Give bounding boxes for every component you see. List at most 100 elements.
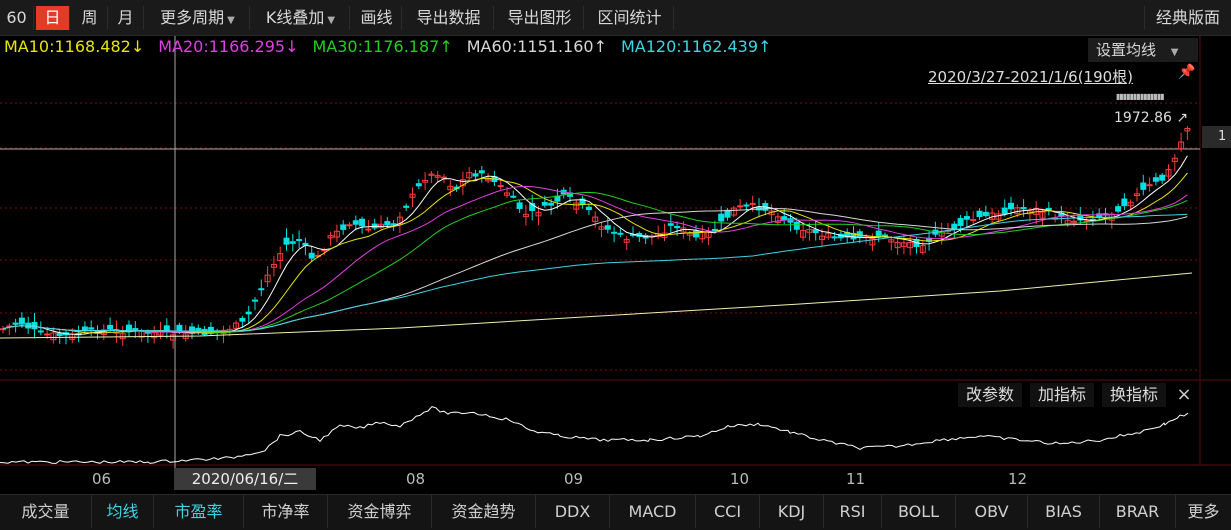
tab-more[interactable]: 更多 bbox=[1187, 502, 1220, 521]
tab-ddx[interactable]: DDX bbox=[536, 495, 610, 528]
candle-body bbox=[825, 232, 832, 238]
candle-body bbox=[1146, 184, 1153, 187]
candle-body bbox=[25, 322, 32, 329]
candle-body bbox=[390, 223, 397, 226]
tab-kdj[interactable]: KDJ bbox=[760, 495, 824, 528]
ma120-value: MA120:1162.439↑ bbox=[621, 37, 772, 56]
candle-body bbox=[1171, 157, 1178, 162]
add-indicator-button[interactable]: 加指标 bbox=[1030, 383, 1094, 407]
candle-body bbox=[340, 224, 347, 230]
candle-body bbox=[359, 218, 366, 227]
candle-body bbox=[573, 202, 580, 210]
classic-layout-button[interactable]: 经典版面 bbox=[1144, 6, 1231, 30]
ma-settings-dropdown[interactable]: 设置均线 ▼ bbox=[1088, 38, 1198, 62]
change-params-button[interactable]: 改参数 bbox=[958, 383, 1022, 407]
candle-body bbox=[957, 218, 964, 227]
candle-body bbox=[1178, 141, 1185, 150]
candle-body bbox=[737, 205, 744, 208]
export-data-button[interactable]: 导出数据 bbox=[404, 6, 494, 30]
pin-icon[interactable]: 📌 bbox=[1178, 64, 1196, 80]
candle-body bbox=[264, 274, 271, 283]
candle-body bbox=[1152, 177, 1159, 182]
tab-rsi[interactable]: RSI bbox=[824, 495, 882, 528]
candle-body bbox=[686, 232, 693, 236]
period-month-button[interactable]: 月 bbox=[108, 6, 144, 30]
range-stats-button[interactable]: 区间统计 bbox=[586, 6, 674, 30]
draw-line-button[interactable]: 画线 bbox=[352, 6, 402, 30]
candle-body bbox=[724, 209, 731, 218]
candle-body bbox=[963, 216, 970, 220]
close-icon[interactable]: × bbox=[1176, 384, 1192, 405]
candle-body bbox=[459, 179, 466, 187]
candle-body bbox=[37, 330, 44, 333]
candle-body bbox=[1134, 193, 1140, 197]
candle-body bbox=[982, 211, 989, 217]
candle-body bbox=[856, 231, 863, 237]
candle-body bbox=[403, 205, 410, 208]
candle-body bbox=[585, 206, 592, 211]
tab-obv[interactable]: OBV bbox=[956, 495, 1028, 528]
kline-overlay-label: K线叠加 bbox=[265, 8, 325, 27]
tab-capital-trend[interactable]: 资金趋势 bbox=[432, 495, 536, 528]
ma5-line bbox=[2, 155, 1188, 335]
month-label: 11 bbox=[846, 470, 866, 488]
candle-body bbox=[18, 317, 25, 325]
candle-body bbox=[132, 328, 139, 331]
tab-bias[interactable]: BIAS bbox=[1028, 495, 1100, 528]
export-chart-button[interactable]: 导出图形 bbox=[496, 6, 584, 30]
date-range-label[interactable]: 2020/3/27-2021/1/6(190根) bbox=[928, 68, 1134, 86]
candle-body bbox=[743, 204, 750, 207]
tab-moving-average[interactable]: 均线 bbox=[92, 495, 154, 528]
candle-body bbox=[31, 321, 38, 330]
candle-body bbox=[516, 202, 523, 210]
tab-pb-ratio[interactable]: 市净率 bbox=[244, 495, 328, 528]
tab-cci[interactable]: CCI bbox=[696, 495, 760, 528]
candle-body bbox=[1140, 182, 1147, 190]
kline-overlay-dropdown[interactable]: K线叠加 ▼ bbox=[252, 6, 350, 30]
indicator-line bbox=[0, 406, 1189, 464]
period-week-button[interactable]: 周 bbox=[72, 6, 108, 30]
tab-brar[interactable]: BRAR bbox=[1100, 495, 1176, 528]
switch-indicator-button[interactable]: 换指标 bbox=[1102, 383, 1166, 407]
tab-macd[interactable]: MACD bbox=[610, 495, 696, 528]
candle-body bbox=[617, 232, 624, 235]
chevron-down-icon: ▼ bbox=[227, 15, 235, 26]
candle-body bbox=[195, 327, 202, 331]
tab-pe-ratio[interactable]: 市盈率 bbox=[154, 495, 244, 528]
more-periods-dropdown[interactable]: 更多周期 ▼ bbox=[146, 6, 250, 30]
top-toolbar: 60 日 周 月 更多周期 ▼ K线叠加 ▼ 画线 导出数据 导出图形 区间统计 经… bbox=[0, 0, 1231, 36]
month-label: 08 bbox=[406, 470, 426, 488]
candle-body bbox=[900, 242, 907, 247]
candle-body bbox=[1115, 206, 1122, 212]
candle-body bbox=[44, 333, 51, 336]
candle-body bbox=[1001, 207, 1008, 215]
tab-boll[interactable]: BOLL bbox=[882, 495, 956, 528]
ma-settings-label: 设置均线 bbox=[1096, 41, 1157, 59]
candle-body bbox=[548, 202, 555, 206]
tab-capital-game[interactable]: 资金博弈 bbox=[328, 495, 432, 528]
ma20-value: MA20:1166.295↓ bbox=[158, 37, 299, 56]
candle-body bbox=[472, 173, 479, 177]
ma30-value: MA30:1176.187↑ bbox=[312, 37, 453, 56]
candle-body bbox=[270, 263, 277, 268]
period-day-button[interactable]: 日 bbox=[36, 6, 70, 30]
candle-body bbox=[478, 170, 485, 174]
candle-body bbox=[693, 230, 699, 238]
candle-body bbox=[1039, 211, 1046, 219]
candle-body bbox=[535, 211, 542, 217]
period-60-button[interactable]: 60 bbox=[0, 6, 34, 30]
high-price-value: 1972.86 bbox=[1114, 110, 1172, 126]
candle-body bbox=[245, 311, 252, 315]
month-label: 06 bbox=[92, 470, 112, 488]
candle-body bbox=[12, 322, 19, 325]
month-label: 10 bbox=[730, 470, 750, 488]
candle-body bbox=[611, 231, 618, 234]
indicator-tab-bar: 成交量 均线 市盈率 市净率 资金博弈 资金趋势 DDX MACD CCI KD… bbox=[0, 494, 1231, 530]
arrow-up-right-icon: ↗ bbox=[1171, 110, 1189, 126]
candle-body bbox=[831, 236, 838, 239]
candle-body bbox=[667, 223, 674, 226]
candle-body bbox=[283, 237, 290, 245]
tab-volume[interactable]: 成交量 bbox=[0, 495, 92, 528]
candle-body bbox=[289, 241, 296, 244]
